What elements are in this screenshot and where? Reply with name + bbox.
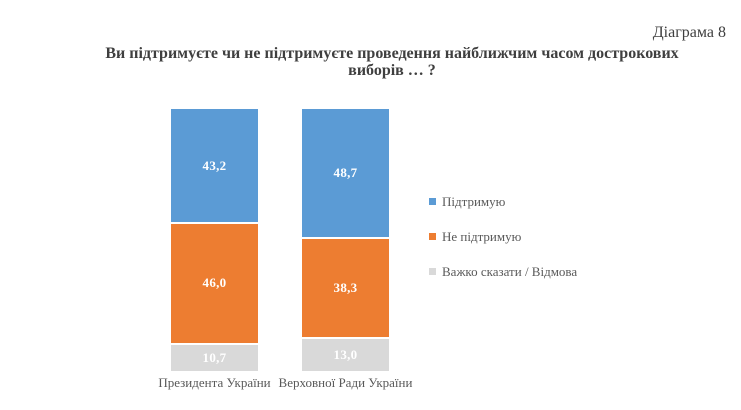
bar-value-label: 46,0 — [202, 275, 227, 291]
stacked-bar: 48,7 38,3 13,0 — [302, 109, 389, 371]
chart-title-line2: виборів … ? — [348, 62, 436, 79]
bar-value-label: 48,7 — [333, 164, 358, 180]
bar-segment: 46,0 — [171, 222, 258, 343]
legend-swatch-icon — [429, 268, 436, 275]
bar-segment: 38,3 — [302, 236, 389, 337]
bar-value-label: 10,7 — [202, 349, 227, 365]
x-axis-labels: Президента України Верховної Ради України — [0, 375, 741, 395]
chart-title-line1: Ви підтримуєте чи не підтримуєте проведе… — [105, 45, 679, 62]
legend-label: Підтримую — [442, 193, 506, 209]
diagram-number-label: Діаграма 8 — [652, 24, 726, 41]
legend-label: Важко сказати / Відмова — [442, 263, 578, 279]
bar-segment: 13,0 — [302, 336, 389, 371]
chart-title: Ви підтримуєте чи не підтримуєте проведе… — [43, 45, 741, 79]
x-axis-label: Верховної Ради України — [278, 375, 413, 390]
bar-segment: 48,7 — [302, 109, 389, 237]
legend: Підтримую Не підтримую Важко сказати / Від… — [429, 194, 577, 299]
stacked-bar: 43,2 46,0 10,7 — [171, 109, 258, 371]
plot-area: 43,2 46,0 10,7 48,7 38,3 13,0 — [0, 109, 741, 371]
legend-item: Підтримую — [429, 194, 577, 209]
bar-value-label: 13,0 — [333, 346, 358, 362]
bar-segment: 43,2 — [171, 109, 258, 223]
legend-swatch-icon — [429, 198, 436, 205]
bar-value-label: 38,3 — [333, 279, 358, 295]
x-axis-label: Президента України — [158, 375, 271, 390]
legend-swatch-icon — [429, 233, 436, 240]
bar-segment: 10,7 — [171, 342, 258, 371]
legend-label: Не підтримую — [442, 228, 522, 244]
bar-value-label: 43,2 — [202, 157, 227, 173]
legend-item: Не підтримую — [429, 229, 577, 244]
legend-item: Важко сказати / Відмова — [429, 264, 577, 279]
